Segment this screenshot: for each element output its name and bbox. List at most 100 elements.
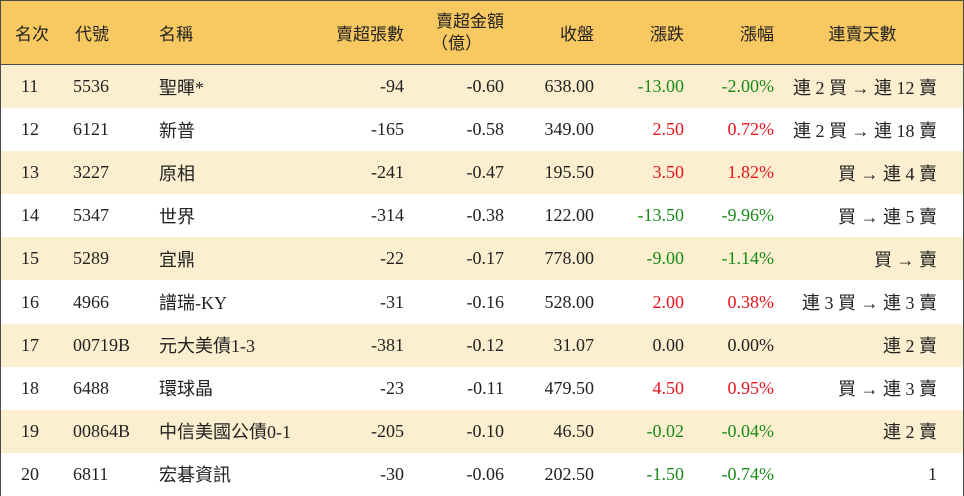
code-cell: 6121 (73, 119, 109, 140)
code-cell: 3227 (73, 162, 109, 183)
sell-amount-cell: -0.58 (466, 119, 505, 140)
streak-cell: 買 → 賣 (874, 249, 937, 270)
sell-volume-cell: -205 (371, 420, 404, 441)
rank-cell: 17 (21, 334, 39, 355)
sell-amount-cell: -0.10 (466, 420, 505, 441)
header-rank[interactable]: 名次 (15, 25, 49, 45)
change-pct-cell: -9.96% (721, 205, 775, 226)
code-cell: 4966 (73, 291, 109, 312)
change-cell: 2.50 (652, 119, 685, 140)
name-cell: 世界 (159, 206, 195, 227)
table-row[interactable]: 20 6811 宏碁資訊 -30 -0.06 202.50 -1.50 -0.74% 1 (1, 452, 963, 496)
header-code[interactable]: 代號 (75, 25, 109, 45)
change-cell: 4.50 (652, 377, 685, 398)
name-cell: 宏碁資訊 (159, 465, 231, 486)
rank-cell: 11 (21, 76, 39, 97)
sell-amount-cell: -0.38 (466, 205, 505, 226)
sell-volume-cell: -30 (380, 463, 404, 484)
code-cell: 6811 (73, 463, 109, 484)
close-price-cell: 202.50 (544, 463, 595, 484)
table-row[interactable]: 17 00719B 元大美債1-3 -381 -0.12 31.07 0.00 0.00% 連 … (1, 323, 963, 367)
streak-cell: 1 (928, 463, 937, 484)
sell-volume-cell: -314 (371, 205, 404, 226)
table-row[interactable]: 13 3227 原相 -241 -0.47 195.50 3.50 1.82% 買 → 連 4 … (1, 151, 963, 195)
header-sell-volume[interactable]: 賣超張數 (336, 25, 404, 45)
table-row[interactable]: 12 6121 新普 -165 -0.58 349.00 2.50 0.72% 連 2 買 → … (1, 108, 963, 152)
table-body: 11 5536 聖暉* -94 -0.60 638.00 -13.00 -2.00% 連 2 買… (1, 65, 963, 496)
header-change[interactable]: 漲跌 (650, 25, 684, 45)
streak-cell: 連 2 賣 (883, 422, 937, 443)
streak-cell: 連 3 買 → 連 3 賣 (802, 293, 937, 314)
sell-amount-cell: -0.17 (466, 248, 505, 269)
close-price-cell: 778.00 (544, 248, 595, 269)
code-cell: 5536 (73, 76, 109, 97)
sell-amount-cell: -0.06 (466, 463, 505, 484)
sell-volume-cell: -94 (380, 76, 404, 97)
change-cell: -13.50 (637, 205, 685, 226)
close-price-cell: 528.00 (544, 291, 595, 312)
header-name[interactable]: 名稱 (159, 25, 193, 45)
sell-amount-cell: -0.47 (466, 162, 505, 183)
header-sell-amount[interactable]: 賣超金額 （億） (404, 11, 504, 55)
header-close[interactable]: 收盤 (560, 25, 594, 45)
sell-amount-cell: -0.16 (466, 291, 505, 312)
table-row[interactable]: 19 00864B 中信美國公債0-1 -205 -0.10 46.50 -0.02 -0.0… (1, 409, 963, 453)
table-row[interactable]: 18 6488 環球晶 -23 -0.11 479.50 4.50 0.95% 買 → 連 3 … (1, 366, 963, 410)
table-row[interactable]: 14 5347 世界 -314 -0.38 122.00 -13.50 -9.96% 買 → 連… (1, 194, 963, 238)
code-cell: 00864B (73, 420, 131, 441)
name-cell: 中信美國公債0-1 (159, 422, 291, 443)
sell-volume-cell: -23 (380, 377, 404, 398)
code-cell: 5289 (73, 248, 109, 269)
sell-volume-cell: -165 (371, 119, 404, 140)
sell-amount-cell: -0.12 (466, 334, 505, 355)
name-cell: 元大美債1-3 (159, 336, 255, 357)
change-pct-cell: -0.74% (721, 463, 775, 484)
sell-volume-cell: -241 (371, 162, 404, 183)
close-price-cell: 349.00 (544, 119, 595, 140)
name-cell: 譜瑞-KY (159, 293, 227, 314)
table-row[interactable]: 16 4966 譜瑞-KY -31 -0.16 528.00 2.00 0.38% 連 3 買 … (1, 280, 963, 324)
streak-cell: 連 2 賣 (883, 336, 937, 357)
close-price-cell: 638.00 (544, 76, 595, 97)
change-pct-cell: -1.14% (721, 248, 775, 269)
header-change-pct[interactable]: 漲幅 (740, 25, 774, 45)
table-header: 名次 代號 名稱 賣超張數 賣超金額 （億） 收盤 漲跌 漲幅 連賣天數 (1, 1, 963, 65)
sell-volume-cell: -22 (380, 248, 404, 269)
sell-volume-cell: -381 (371, 334, 404, 355)
change-cell: 0.00 (652, 334, 685, 355)
rank-cell: 12 (21, 119, 39, 140)
close-price-cell: 31.07 (553, 334, 595, 355)
change-pct-cell: 0.95% (727, 377, 775, 398)
change-pct-cell: 0.72% (727, 119, 775, 140)
rank-cell: 14 (21, 205, 39, 226)
code-cell: 5347 (73, 205, 109, 226)
close-price-cell: 195.50 (544, 162, 595, 183)
change-cell: -13.00 (637, 76, 685, 97)
code-cell: 00719B (73, 334, 131, 355)
sell-amount-cell: -0.11 (467, 377, 504, 398)
streak-cell: 連 2 買 → 連 12 賣 (793, 77, 937, 98)
name-cell: 環球晶 (159, 379, 213, 400)
rank-cell: 13 (21, 162, 39, 183)
name-cell: 原相 (159, 163, 195, 184)
table-row[interactable]: 15 5289 宜鼎 -22 -0.17 778.00 -9.00 -1.14% 買 → 賣 (1, 237, 963, 281)
streak-cell: 買 → 連 5 賣 (838, 206, 937, 227)
name-cell: 聖暉* (159, 77, 204, 98)
header-sell-amount-unit: （億） (431, 33, 482, 54)
rank-cell: 15 (21, 248, 39, 269)
rank-cell: 18 (21, 377, 39, 398)
change-pct-cell: -2.00% (721, 76, 775, 97)
sell-amount-cell: -0.60 (466, 76, 505, 97)
header-streak[interactable]: 連賣天數 (828, 25, 897, 45)
rank-cell: 20 (21, 463, 39, 484)
name-cell: 宜鼎 (159, 249, 195, 270)
change-cell: -9.00 (646, 248, 685, 269)
rank-cell: 16 (21, 291, 39, 312)
change-cell: -1.50 (646, 463, 685, 484)
close-price-cell: 122.00 (544, 205, 595, 226)
name-cell: 新普 (159, 120, 195, 141)
streak-cell: 買 → 連 3 賣 (838, 379, 937, 400)
change-pct-cell: 1.82% (727, 162, 775, 183)
table-row[interactable]: 11 5536 聖暉* -94 -0.60 638.00 -13.00 -2.00% 連 2 買… (1, 65, 963, 109)
